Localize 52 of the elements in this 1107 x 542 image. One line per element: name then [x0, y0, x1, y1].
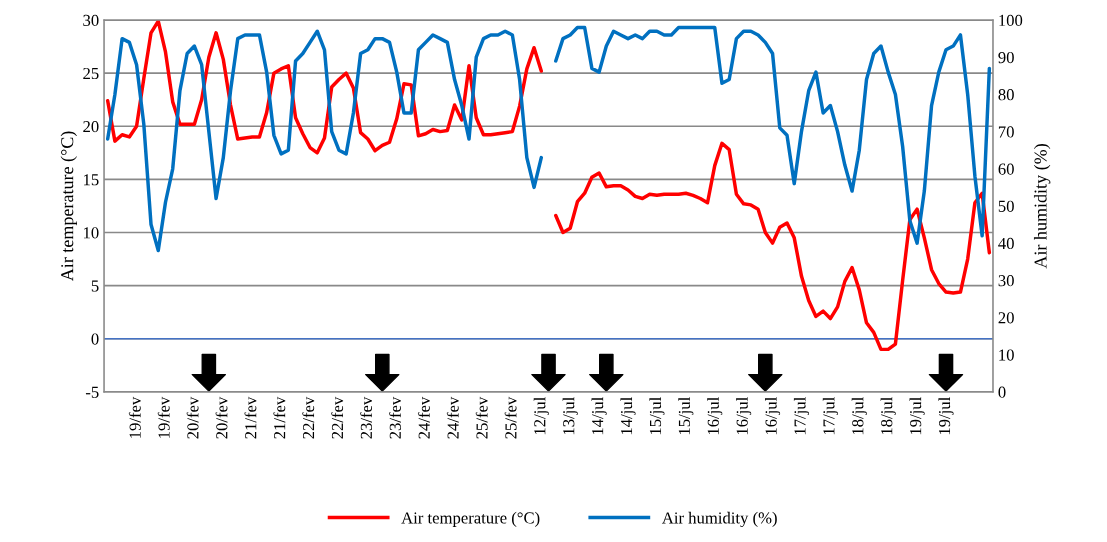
- y-tick-label: 5: [91, 280, 99, 292]
- x-tick-label: 16/jul: [765, 397, 781, 435]
- y2-tick-label: 30: [998, 275, 1014, 287]
- y2-tick-label: 80: [998, 89, 1014, 101]
- legend-label: Air humidity (%): [661, 511, 777, 527]
- x-tick-label: 19/fev: [128, 396, 141, 438]
- x-tick-label: 17/jul: [793, 397, 810, 435]
- y-axis-title: Air temperature (°C): [60, 131, 77, 282]
- x-tick-label: 14/jul: [591, 397, 607, 435]
- x-tick-label: 15/jul: [678, 397, 694, 435]
- y-tick-label: 10: [84, 227, 99, 239]
- y-tick-label: 30: [83, 14, 99, 26]
- x-tick-label: 24/fev: [417, 396, 430, 439]
- x-tick-label: 18/jul: [880, 397, 896, 435]
- legend-label: Air temperature (°C): [401, 511, 540, 527]
- y2-tick-label: 100: [999, 14, 1023, 26]
- y-tick-label: 15: [84, 174, 99, 186]
- x-tick-label: 22/fev: [331, 396, 344, 439]
- y2-tick-label: 20: [998, 312, 1014, 324]
- x-tick-label: 19/jul: [938, 397, 954, 435]
- y2-tick-label: 40: [998, 237, 1014, 250]
- y2-tick-label: 0: [998, 386, 1006, 398]
- y-tick-label: -5: [85, 386, 99, 398]
- x-tick-label: 16/jul: [736, 397, 752, 435]
- x-tick-label: 25/fev: [475, 396, 488, 439]
- y2-tick-label: 50: [998, 200, 1014, 212]
- x-tick-label: 19/fev: [157, 396, 170, 438]
- y2-tick-label: 60: [998, 163, 1014, 175]
- x-tick-label: 23/fev: [360, 396, 373, 439]
- x-tick-label: 18/jul: [851, 397, 867, 435]
- x-tick-label: 15/jul: [649, 397, 665, 435]
- y2-tick-label: 90: [998, 51, 1014, 64]
- y2-axis-title: Air humidity (%): [1033, 144, 1051, 269]
- x-tick-label: 20/fev: [215, 396, 228, 439]
- x-tick-label: 13/jul: [562, 397, 578, 435]
- x-tick-label: 22/fev: [302, 396, 315, 439]
- y2-tick-label: 10: [999, 349, 1014, 361]
- x-tick-label: 25/fev: [504, 396, 517, 439]
- x-tick-label: 23/fev: [389, 396, 401, 439]
- y-tick-label: 20: [83, 120, 99, 133]
- x-tick-label: 20/fev: [186, 396, 199, 439]
- x-tick-label: 21/fev: [273, 396, 286, 439]
- x-tick-label: 24/fev: [446, 396, 459, 439]
- x-tick-label: 21/fev: [244, 396, 257, 439]
- x-tick-label: 19/jul: [909, 397, 925, 435]
- x-tick-label: 12/jul: [533, 397, 549, 435]
- y-tick-label: 25: [83, 67, 99, 80]
- x-tick-label: 17/jul: [822, 397, 838, 435]
- x-tick-label: 16/jul: [707, 397, 723, 435]
- y-tick-label: 0: [91, 333, 99, 345]
- y2-tick-label: 70: [998, 126, 1014, 138]
- x-tick-label: 14/jul: [620, 397, 636, 435]
